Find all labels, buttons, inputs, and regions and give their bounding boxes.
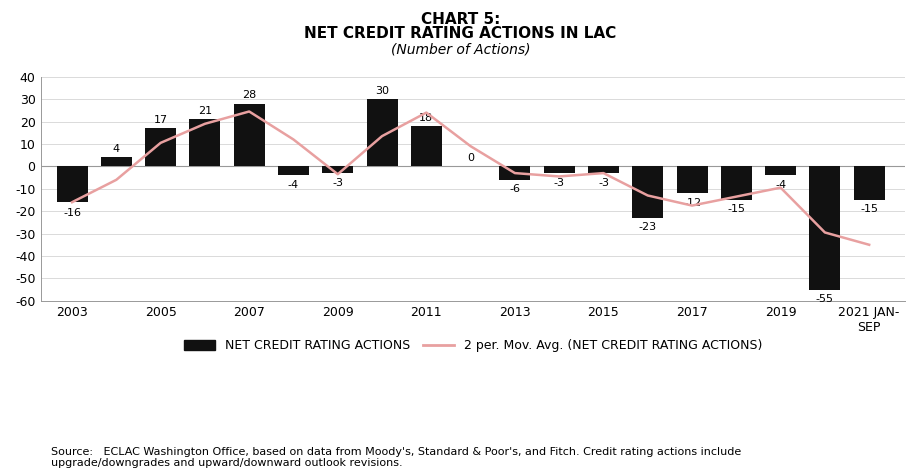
- Bar: [543, 166, 575, 173]
- Text: -16: -16: [63, 208, 81, 218]
- Legend: NET CREDIT RATING ACTIONS, 2 per. Mov. Avg. (NET CREDIT RATING ACTIONS): NET CREDIT RATING ACTIONS, 2 per. Mov. A…: [179, 334, 767, 357]
- Text: 18: 18: [419, 113, 434, 123]
- Bar: [190, 119, 220, 166]
- Text: -55: -55: [816, 294, 834, 304]
- Bar: [632, 166, 663, 218]
- Bar: [810, 166, 840, 289]
- Text: 17: 17: [154, 115, 168, 125]
- Bar: [588, 166, 619, 173]
- Text: -3: -3: [598, 177, 609, 188]
- Bar: [56, 166, 87, 202]
- Text: -4: -4: [775, 180, 787, 190]
- Bar: [367, 99, 398, 166]
- Text: -4: -4: [288, 180, 299, 190]
- Text: 4: 4: [112, 144, 120, 154]
- Bar: [854, 166, 885, 200]
- Text: 21: 21: [198, 106, 212, 116]
- Bar: [322, 166, 354, 173]
- Text: Source:   ECLAC Washington Office, based on data from Moody's, Standard & Poor's: Source: ECLAC Washington Office, based o…: [51, 447, 740, 468]
- Bar: [765, 166, 796, 175]
- Text: -23: -23: [638, 222, 657, 232]
- Text: 0: 0: [467, 153, 474, 163]
- Text: 30: 30: [375, 86, 389, 96]
- Bar: [677, 166, 707, 193]
- Bar: [411, 126, 442, 166]
- Bar: [499, 166, 530, 180]
- Text: -12: -12: [683, 198, 701, 208]
- Text: NET CREDIT RATING ACTIONS IN LAC: NET CREDIT RATING ACTIONS IN LAC: [304, 26, 617, 41]
- Bar: [721, 166, 752, 200]
- Bar: [278, 166, 309, 175]
- Text: -3: -3: [332, 177, 344, 188]
- Text: (Number of Actions): (Number of Actions): [391, 43, 530, 57]
- Text: -15: -15: [728, 204, 745, 214]
- Text: CHART 5:: CHART 5:: [421, 12, 500, 27]
- Text: -15: -15: [860, 204, 878, 214]
- Text: -6: -6: [509, 184, 520, 194]
- Text: -3: -3: [554, 177, 565, 188]
- Bar: [234, 104, 264, 166]
- Bar: [146, 128, 176, 166]
- Text: 28: 28: [242, 90, 256, 100]
- Bar: [100, 158, 132, 166]
